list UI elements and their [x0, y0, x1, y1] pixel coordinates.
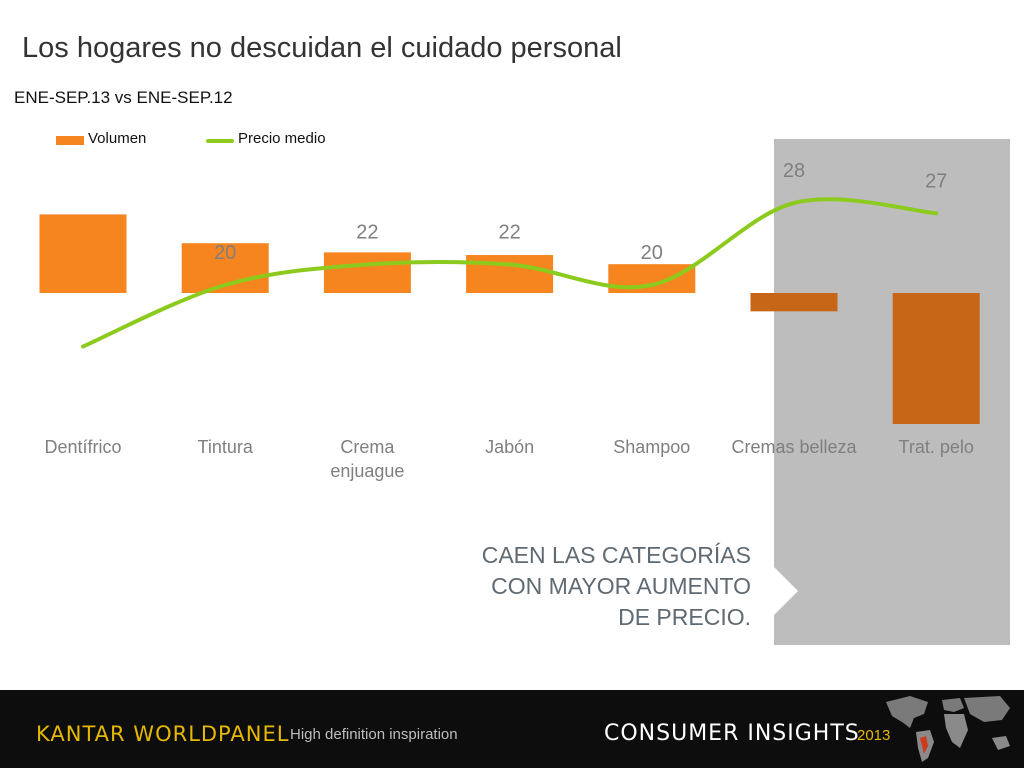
brand-logo: KANTAR WORLDPANEL	[36, 722, 290, 746]
slide-subtitle: ENE-SEP.13 vs ENE-SEP.12	[14, 88, 233, 107]
callout-line: DE PRECIO.	[618, 604, 751, 630]
slide-title: Los hogares no descuidan el cuidado pers…	[22, 32, 622, 64]
data-label-precio-medio: 22	[498, 222, 520, 244]
highlight-panel-notch	[774, 567, 798, 615]
world-map-icon	[886, 696, 1010, 762]
callout-line: CON MAYOR AUMENTO	[491, 573, 751, 599]
footer-bar	[0, 690, 1024, 768]
category-label: Shampoo	[613, 437, 690, 457]
consumer-insights-label: CONSUMER INSIGHTS	[604, 721, 860, 746]
category-label: Trat. pelo	[899, 437, 974, 457]
callout-text: CAEN LAS CATEGORÍAS CON MAYOR AUMENTO DE…	[411, 540, 751, 633]
category-label: Tintura	[198, 437, 254, 457]
line-precio-medio	[81, 197, 939, 349]
bar-volumen	[323, 252, 411, 293]
brand-tagline: High definition inspiration	[290, 726, 458, 743]
callout-line: CAEN LAS CATEGORÍAS	[481, 542, 751, 568]
legend-swatch-line	[206, 139, 234, 143]
legend-swatch-bar	[56, 136, 84, 145]
bar-volumen	[466, 255, 554, 293]
year-label: 2013	[857, 727, 891, 744]
category-label: Cremas belleza	[731, 437, 857, 457]
bar-volumen	[750, 293, 838, 312]
legend-label-precio-medio: Precio medio	[238, 130, 326, 147]
data-label-precio-medio: 22	[356, 222, 378, 244]
bar-volumen	[39, 214, 127, 293]
bar-volumen	[892, 293, 980, 424]
category-label: Jabón	[485, 437, 534, 457]
data-label-precio-medio: 28	[783, 160, 805, 182]
data-label-precio-medio: 14	[72, 314, 94, 336]
category-label: Crema	[340, 437, 395, 457]
category-label: Dentífrico	[44, 437, 121, 457]
category-label: enjuague	[330, 461, 404, 481]
data-label-precio-medio: 20	[641, 242, 663, 264]
data-label-precio-medio: 27	[925, 170, 947, 192]
data-label-precio-medio: 20	[214, 242, 236, 264]
chart-area: 14 20 22 22 20 28 27 Dentífrico Tintura Crema enju…	[39, 160, 980, 481]
legend-label-volumen: Volumen	[88, 130, 147, 147]
